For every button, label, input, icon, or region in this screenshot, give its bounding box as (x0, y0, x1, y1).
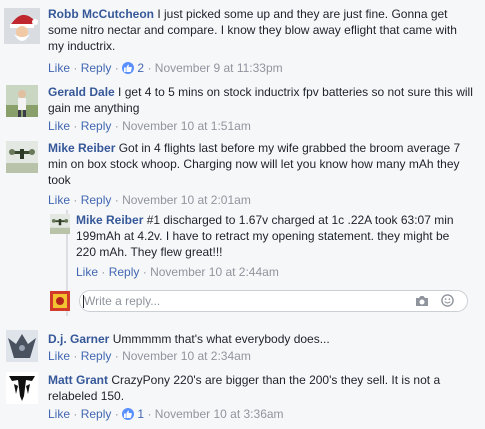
comment-body: Mike Reiber Got in 4 flights last before… (48, 140, 473, 188)
comment-body: Mike Reiber #1 discharged to 1.67v charg… (76, 212, 471, 260)
like-count-value: 2 (137, 61, 144, 75)
comment-actions: Like · Reply · 1 · November 10 at 3:36am (48, 406, 284, 422)
reply-button[interactable]: Reply (81, 119, 112, 133)
separator: · (115, 193, 119, 207)
drone-avatar-icon (6, 141, 38, 173)
avatar[interactable] (6, 330, 38, 362)
timestamp[interactable]: November 10 at 2:01am (122, 193, 251, 207)
like-count[interactable]: 1 (122, 407, 147, 421)
reply-input[interactable] (84, 294, 404, 308)
santa-avatar-icon (4, 8, 40, 44)
comment-author[interactable]: Mike Reiber (48, 141, 115, 155)
emoji-icon[interactable] (441, 294, 454, 307)
avatar[interactable] (6, 85, 38, 117)
avatar[interactable] (4, 8, 40, 44)
logo-avatar-icon (6, 372, 38, 404)
separator: · (115, 349, 119, 363)
comment-author[interactable]: Gerald Dale (48, 85, 115, 99)
comment-author[interactable]: D.j. Garner (48, 332, 109, 346)
timestamp[interactable]: November 10 at 2:34am (122, 349, 251, 363)
like-button[interactable]: Like (48, 61, 70, 75)
separator: · (101, 265, 105, 279)
reply-button[interactable]: Reply (81, 407, 112, 421)
separator: · (73, 61, 77, 75)
comment-author[interactable]: Mike Reiber (76, 213, 143, 227)
like-button[interactable]: Like (48, 349, 70, 363)
reply-button[interactable]: Reply (81, 193, 112, 207)
creature-avatar-icon (6, 330, 38, 362)
like-button[interactable]: Like (48, 193, 70, 207)
comment-actions: Like · Reply · November 10 at 2:34am (48, 348, 251, 364)
thumbs-up-icon (122, 62, 134, 74)
comment-body: Robb McCutcheon I just picked some up an… (48, 6, 473, 54)
avatar[interactable] (50, 214, 70, 234)
like-count[interactable]: 2 (122, 61, 147, 75)
drone-avatar-icon (50, 214, 70, 234)
comment-body: D.j. Garner Ummmmm that's what everybody… (48, 331, 473, 347)
reply-composer[interactable] (79, 290, 468, 312)
separator: · (73, 349, 77, 363)
reply-button[interactable]: Reply (81, 61, 112, 75)
avatar[interactable] (6, 141, 38, 173)
timestamp[interactable]: November 10 at 2:44am (150, 265, 279, 279)
timestamp[interactable]: November 9 at 11:33pm (155, 61, 283, 75)
separator: · (73, 119, 77, 133)
like-button[interactable]: Like (76, 265, 98, 279)
comment-actions: Like · Reply · November 10 at 1:51am (48, 118, 251, 134)
separator: · (115, 407, 119, 421)
separator: · (147, 407, 151, 421)
user-avatar-icon (50, 291, 70, 311)
separator: · (147, 61, 151, 75)
comment-actions: Like · Reply · November 10 at 2:44am (76, 264, 279, 280)
reply-button[interactable]: Reply (81, 349, 112, 363)
comment-text: Ummmmm that's what everybody does... (113, 332, 330, 346)
separator: · (73, 407, 77, 421)
comment-author[interactable]: Matt Grant (48, 373, 108, 387)
comment-body: Gerald Dale I get 4 to 5 mins on stock i… (48, 84, 473, 116)
reply-button[interactable]: Reply (109, 265, 140, 279)
comment-actions: Like · Reply · 2 · November 9 at 11:33pm (48, 60, 283, 76)
camera-icon[interactable] (415, 295, 429, 307)
separator: · (115, 119, 119, 133)
like-count-value: 1 (137, 407, 144, 421)
separator: · (73, 193, 77, 207)
timestamp[interactable]: November 10 at 1:51am (122, 119, 251, 133)
comment-author[interactable]: Robb McCutcheon (48, 7, 154, 21)
avatar[interactable] (6, 372, 38, 404)
timestamp[interactable]: November 10 at 3:36am (155, 407, 284, 421)
separator: · (143, 265, 147, 279)
thumbs-up-icon (122, 408, 134, 420)
separator: · (115, 61, 119, 75)
like-button[interactable]: Like (48, 119, 70, 133)
composer-avatar (50, 291, 70, 311)
person-outdoor-avatar-icon (6, 85, 38, 117)
like-button[interactable]: Like (48, 407, 70, 421)
comment-actions: Like · Reply · November 10 at 2:01am (48, 192, 251, 208)
comment-body: Matt Grant CrazyPony 220's are bigger th… (48, 372, 473, 404)
